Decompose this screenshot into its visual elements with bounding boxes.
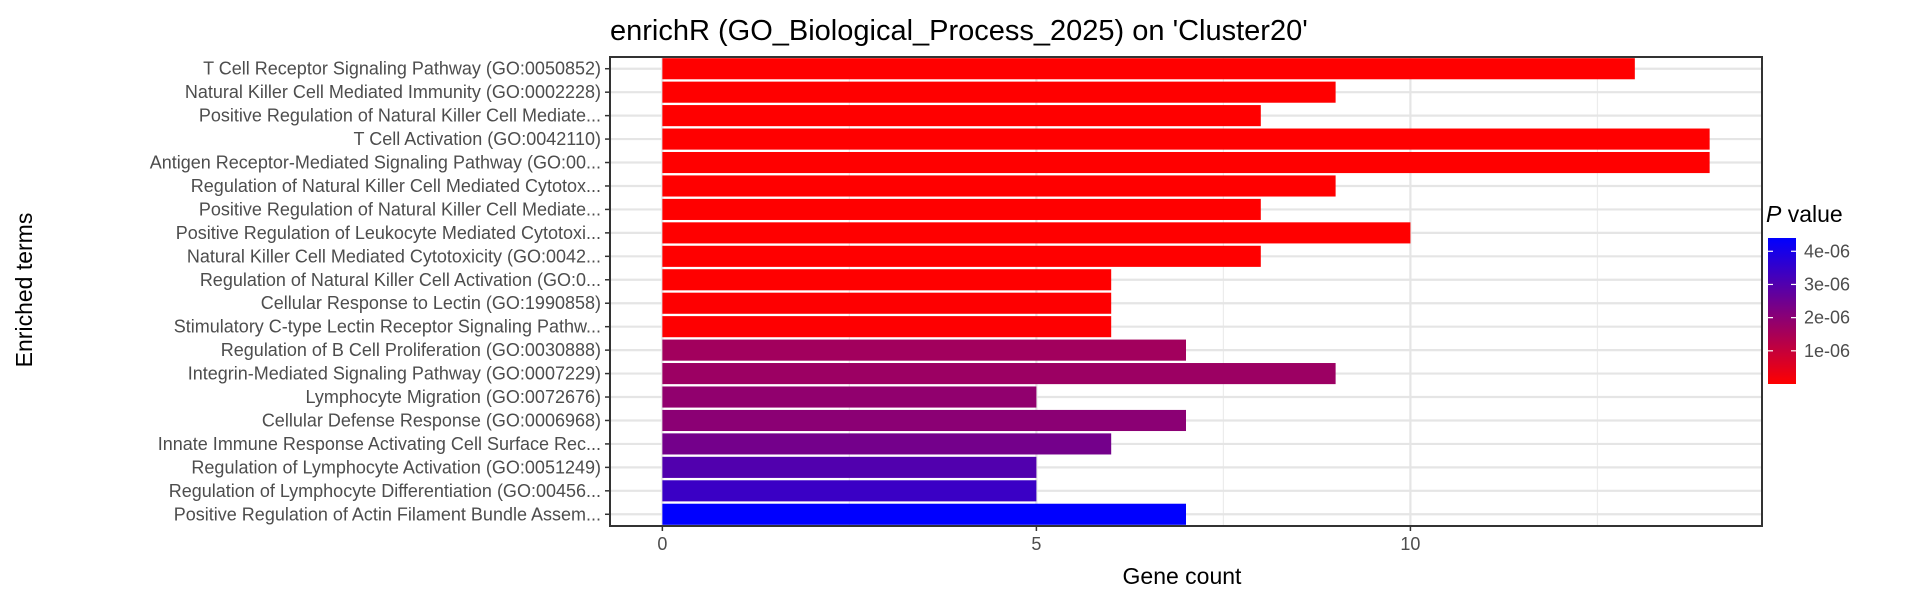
- panel-border: [609, 56, 1763, 527]
- bar: [662, 245, 1261, 267]
- legend-tick-label: 3e-06: [1804, 274, 1850, 294]
- bar: [662, 58, 1635, 80]
- legend-title-italic: P: [1766, 201, 1782, 227]
- y-tick-label: Natural Killer Cell Mediated Cytotoxicit…: [187, 246, 601, 266]
- bar: [662, 363, 1336, 385]
- x-tick-label: 5: [1031, 534, 1041, 554]
- y-axis: T Cell Receptor Signaling Pathway (GO:00…: [150, 59, 610, 524]
- legend-tick-label: 1e-06: [1804, 341, 1850, 361]
- legend-tick-label: 2e-06: [1804, 308, 1850, 328]
- y-tick-label: Positive Regulation of Actin Filament Bu…: [174, 504, 601, 524]
- y-tick-label: Cellular Response to Lectin (GO:1990858): [261, 293, 601, 313]
- y-tick-label: Regulation of Lymphocyte Activation (GO:…: [191, 457, 601, 477]
- plot-panel: [609, 56, 1763, 527]
- bar: [662, 456, 1037, 478]
- bar: [662, 105, 1261, 127]
- y-tick-label: Stimulatory C-type Lectin Receptor Signa…: [174, 317, 601, 337]
- chart-title: enrichR (GO_Biological_Process_2025) on …: [610, 15, 1308, 47]
- bar: [662, 198, 1261, 220]
- y-tick-label: Natural Killer Cell Mediated Immunity (G…: [185, 82, 601, 102]
- bar: [662, 316, 1112, 338]
- x-tick-label: 10: [1400, 534, 1420, 554]
- bar: [662, 386, 1037, 408]
- bar: [662, 175, 1336, 197]
- y-tick-label: Antigen Receptor-Mediated Signaling Path…: [150, 153, 601, 173]
- x-axis: 0 5 10: [657, 526, 1420, 554]
- y-axis-title: Enriched terms: [11, 213, 37, 368]
- y-tick-label: Positive Regulation of Leukocyte Mediate…: [176, 223, 601, 243]
- bar: [662, 339, 1186, 361]
- bar: [662, 81, 1336, 103]
- bar: [662, 503, 1186, 525]
- legend-colorbar: [1768, 238, 1796, 384]
- bar: [662, 222, 1411, 244]
- y-tick-label: Integrin-Mediated Signaling Pathway (GO:…: [188, 364, 601, 384]
- bar: [662, 433, 1112, 455]
- bar: [662, 269, 1112, 291]
- y-tick-label: Positive Regulation of Natural Killer Ce…: [199, 106, 601, 126]
- y-tick-label: Regulation of B Cell Proliferation (GO:0…: [221, 340, 601, 360]
- y-tick-label: Innate Immune Response Activating Cell S…: [158, 434, 601, 454]
- legend-title-rest: value: [1781, 201, 1842, 227]
- bar: [662, 128, 1710, 150]
- y-tick-label: Regulation of Natural Killer Cell Activa…: [200, 270, 601, 290]
- y-tick-label: Positive Regulation of Natural Killer Ce…: [199, 199, 601, 219]
- bar: [662, 409, 1186, 432]
- x-tick-label: 0: [657, 534, 667, 554]
- y-tick-label: T Cell Activation (GO:0042110): [354, 129, 601, 149]
- y-tick-label: Cellular Defense Response (GO:0006968): [262, 410, 601, 430]
- x-axis-title: Gene count: [1123, 563, 1243, 589]
- panel-background: [610, 57, 1762, 526]
- y-tick-label: Lymphocyte Migration (GO:0072676): [306, 387, 601, 407]
- y-tick-label: T Cell Receptor Signaling Pathway (GO:00…: [203, 59, 601, 79]
- legend-ticks: 4e-06 3e-06 2e-06 1e-06: [1768, 241, 1850, 361]
- y-tick-label: Regulation of Lymphocyte Differentiation…: [169, 481, 601, 501]
- legend-tick-label: 4e-06: [1804, 241, 1850, 261]
- y-tick-label: Regulation of Natural Killer Cell Mediat…: [191, 176, 601, 196]
- bar: [662, 151, 1710, 174]
- bar: [662, 480, 1037, 502]
- legend-title: P value: [1766, 201, 1843, 227]
- p-value-legend: P value 4e-06 3e-06 2e-06 1e-06: [1766, 201, 1850, 384]
- bar: [662, 292, 1112, 314]
